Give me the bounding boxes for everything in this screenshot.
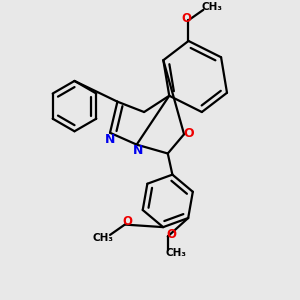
Text: N: N (105, 133, 115, 146)
Text: N: N (133, 144, 143, 157)
Text: CH₃: CH₃ (201, 2, 222, 13)
Text: O: O (166, 228, 176, 242)
Text: O: O (181, 12, 191, 25)
Text: CH₃: CH₃ (166, 248, 187, 258)
Text: O: O (183, 127, 194, 140)
Text: CH₃: CH₃ (92, 233, 113, 243)
Text: O: O (123, 215, 133, 228)
